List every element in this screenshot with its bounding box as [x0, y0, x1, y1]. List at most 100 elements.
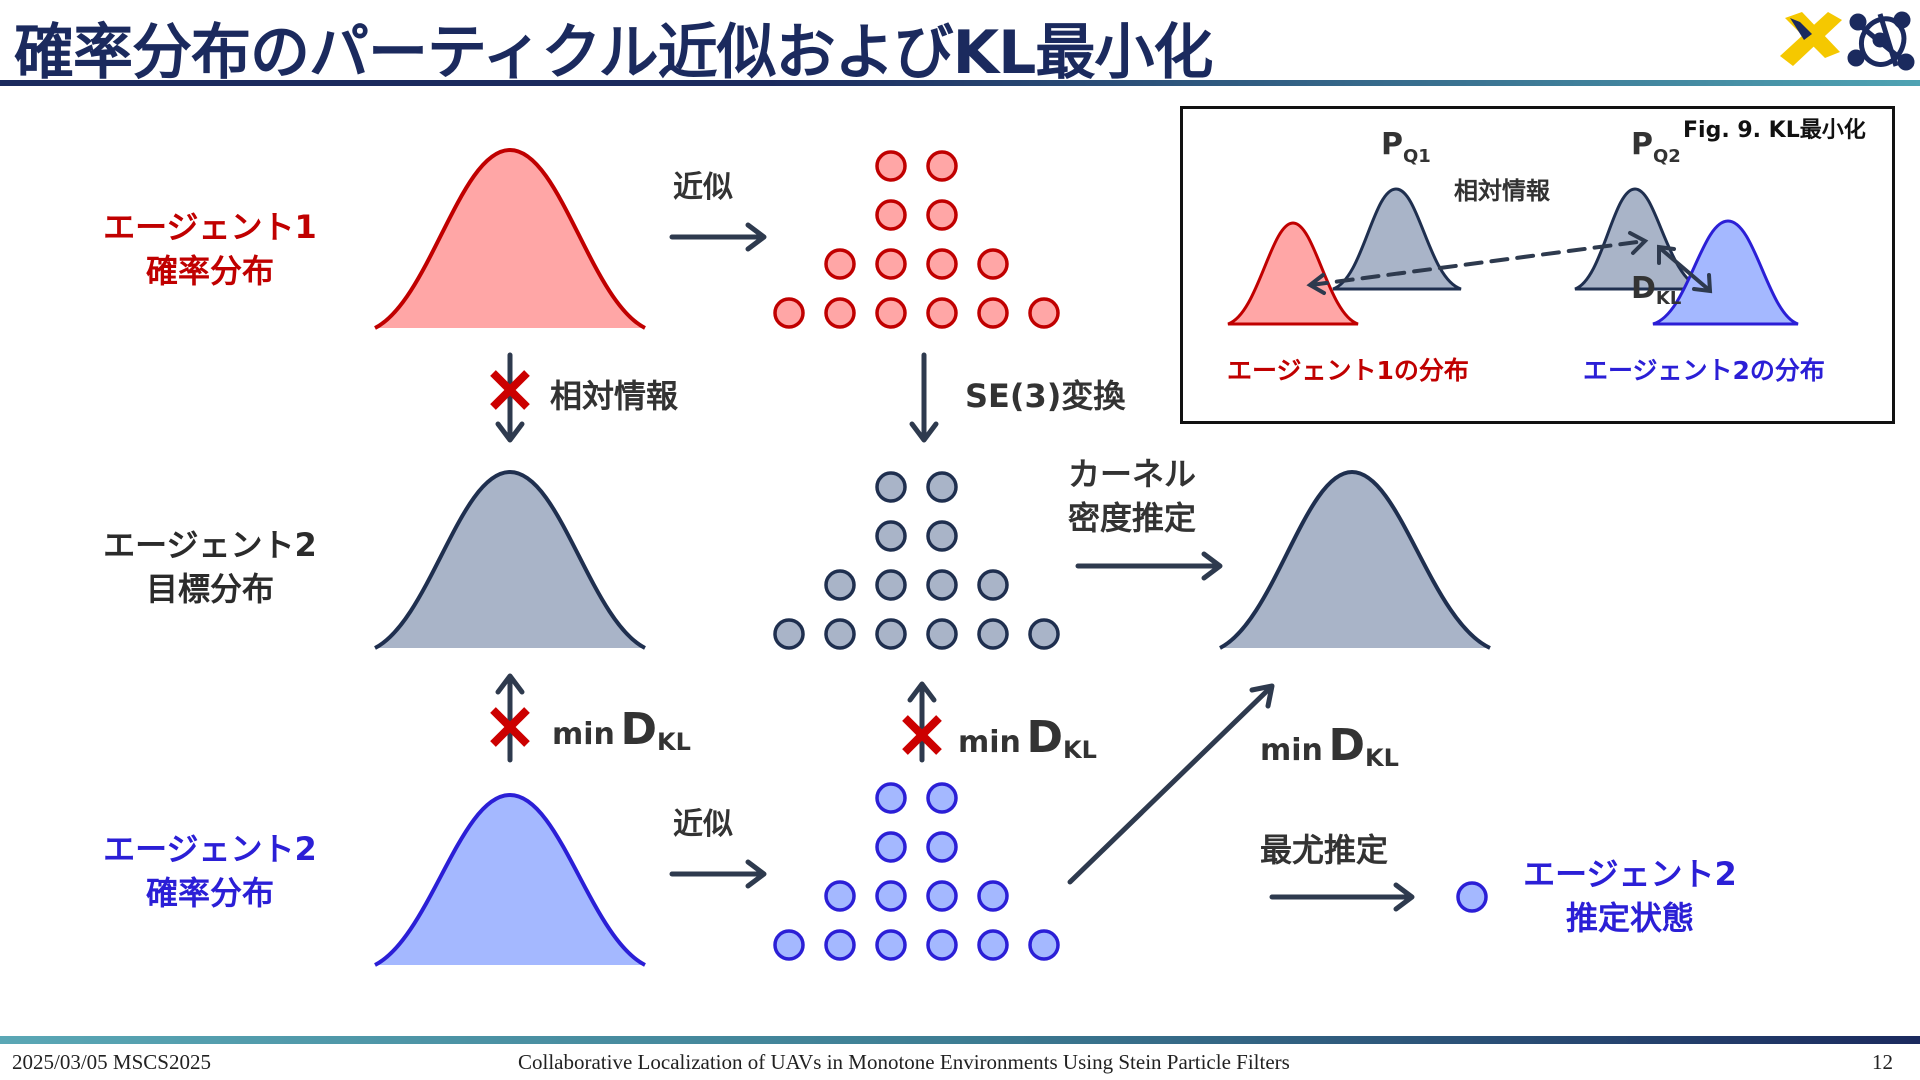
agent1-label-line2: 確率分布: [145, 252, 274, 290]
title-rule: [0, 80, 1920, 86]
min-dkl-middle-label: min DKL: [958, 708, 1097, 780]
particle: [977, 880, 1009, 912]
dkl-sub: KL: [1365, 744, 1399, 772]
min-text: min: [958, 725, 1021, 760]
target-label-line2: 目標分布: [145, 570, 274, 608]
inset-pq1-sub: Q1: [1403, 146, 1431, 167]
inset-dkl-arrow: [1659, 247, 1710, 291]
agent2-distribution-curve: [375, 795, 645, 965]
particle: [1028, 618, 1060, 650]
inset-pq2-p: P: [1631, 127, 1653, 162]
particle: [926, 150, 958, 182]
particle: [926, 929, 958, 961]
particle: [926, 831, 958, 863]
particle: [773, 297, 805, 329]
particle: [875, 618, 907, 650]
se3-arrow: [909, 352, 939, 443]
target-label: エージェント2 目標分布: [90, 523, 330, 611]
mle-arrow: [1269, 882, 1415, 912]
particle: [875, 880, 907, 912]
particle: [926, 248, 958, 280]
min-text: min: [1260, 733, 1323, 768]
particle: [926, 569, 958, 601]
cross-mark-icon: [490, 370, 530, 410]
particle: [824, 248, 856, 280]
particle: [875, 782, 907, 814]
approx-top-label: 近似: [673, 170, 733, 205]
estimate-label-line2: 推定状態: [1565, 899, 1694, 937]
inset-pq1-label: PQ1: [1381, 123, 1431, 179]
dkl-d: D: [1328, 720, 1366, 771]
inset-dkl-d: D: [1631, 271, 1656, 306]
particle: [926, 471, 958, 503]
particle: [875, 199, 907, 231]
particle: [824, 618, 856, 650]
slide-title: 確率分布のパーティクル近似およびKL最小化: [14, 18, 1213, 88]
kde-distribution-curve: [1220, 472, 1490, 648]
dkl-d: D: [1026, 712, 1064, 763]
particle: [773, 929, 805, 961]
cross-mark-icon: [902, 715, 942, 755]
agent1-distribution-curve: [375, 150, 645, 328]
inset-relative-arrow: [1309, 239, 1647, 287]
footer-date: 2025/03/05 MSCS2025: [12, 1050, 211, 1074]
dkl-d: D: [620, 704, 658, 755]
particle: [824, 297, 856, 329]
particle: [977, 929, 1009, 961]
inset-caption: Fig. 9. KL最小化: [1683, 118, 1866, 143]
estimate-particle: [1456, 881, 1488, 913]
agent1-label-line1: エージェント1: [103, 208, 317, 246]
particle: [977, 618, 1009, 650]
particle: [926, 782, 958, 814]
particle: [875, 150, 907, 182]
min-dkl-right-label: min DKL: [1260, 716, 1399, 788]
inset-pq1-p: P: [1381, 127, 1403, 162]
particle: [977, 248, 1009, 280]
min-text: min: [552, 717, 615, 752]
particle: [926, 880, 958, 912]
inset-dkl-sub: KL: [1655, 288, 1682, 309]
min-dkl-diagonal-arrow: [1067, 683, 1275, 885]
agent1-particles: [773, 150, 1060, 329]
relative-info-arrow: [495, 352, 525, 443]
inset-agent1-dist-label: エージェント1の分布: [1227, 356, 1469, 385]
inset-canvas: [1227, 187, 1799, 326]
particle: [926, 520, 958, 552]
approx-bottom-arrow: [669, 859, 767, 889]
approx-bottom-label: 近似: [673, 807, 733, 842]
min-dkl-middle-arrow: [907, 681, 937, 763]
particle: [875, 297, 907, 329]
particle: [926, 297, 958, 329]
particle: [1028, 297, 1060, 329]
particle: [977, 569, 1009, 601]
target-label-line1: エージェント2: [103, 526, 317, 564]
target-particles: [773, 471, 1060, 650]
kde-label: カーネル 密度推定: [1068, 452, 1196, 540]
particle: [875, 471, 907, 503]
cross-mark-icon: [490, 707, 530, 747]
particle: [926, 618, 958, 650]
kl-inset-figure: Fig. 9. KL最小化 PQ1 PQ2 相対情報 DKL エージェント1の分…: [1180, 106, 1895, 424]
agent1-label: エージェント1 確率分布: [90, 205, 330, 293]
agent2-label: エージェント2 確率分布: [90, 827, 330, 915]
particle: [824, 569, 856, 601]
particle: [875, 569, 907, 601]
target-distribution-curve: [375, 472, 645, 648]
particle: [875, 520, 907, 552]
inset-relative-info-label: 相対情報: [1454, 177, 1550, 205]
se3-label: SE(3)変換: [965, 377, 1126, 415]
agent2-particles: [773, 782, 1060, 961]
footer-title: Collaborative Localization of UAVs in Mo…: [518, 1050, 1290, 1074]
particle: [1028, 929, 1060, 961]
particle: [875, 929, 907, 961]
kde-arrow: [1075, 551, 1223, 581]
inset-agent1-curve: [1227, 221, 1359, 326]
particle: [824, 880, 856, 912]
mle-label: 最尤推定: [1260, 831, 1389, 869]
inset-pq2-sub: Q2: [1653, 146, 1681, 167]
page-number: 12: [1872, 1050, 1893, 1074]
relative-info-label: 相対情報: [550, 377, 679, 415]
inset-agent2-curve: [1652, 219, 1799, 326]
approx-top-arrow: [669, 222, 767, 252]
